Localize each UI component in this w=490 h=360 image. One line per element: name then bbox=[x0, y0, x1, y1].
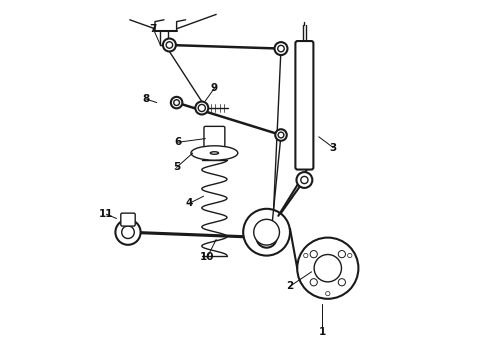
Circle shape bbox=[163, 39, 176, 51]
Circle shape bbox=[297, 238, 358, 299]
Text: 8: 8 bbox=[143, 94, 149, 104]
Circle shape bbox=[174, 100, 179, 105]
Ellipse shape bbox=[210, 152, 219, 154]
Text: 10: 10 bbox=[200, 252, 215, 262]
FancyBboxPatch shape bbox=[121, 213, 135, 226]
Ellipse shape bbox=[191, 146, 238, 160]
Text: 7: 7 bbox=[149, 24, 157, 34]
Circle shape bbox=[171, 97, 182, 108]
Circle shape bbox=[275, 129, 287, 141]
Circle shape bbox=[338, 251, 345, 258]
Circle shape bbox=[116, 220, 141, 245]
Text: 6: 6 bbox=[175, 137, 182, 147]
Circle shape bbox=[314, 255, 342, 282]
Circle shape bbox=[198, 104, 205, 112]
Circle shape bbox=[257, 228, 277, 248]
Circle shape bbox=[304, 253, 308, 258]
Circle shape bbox=[310, 251, 318, 258]
Circle shape bbox=[278, 45, 284, 52]
Circle shape bbox=[196, 102, 208, 114]
Circle shape bbox=[125, 217, 131, 222]
Circle shape bbox=[274, 42, 288, 55]
FancyBboxPatch shape bbox=[204, 126, 225, 147]
Circle shape bbox=[301, 176, 308, 184]
Circle shape bbox=[326, 292, 330, 296]
Text: 4: 4 bbox=[186, 198, 193, 208]
Text: 11: 11 bbox=[99, 209, 114, 219]
Circle shape bbox=[278, 132, 284, 138]
Circle shape bbox=[262, 233, 271, 243]
Text: 9: 9 bbox=[211, 83, 218, 93]
Text: 5: 5 bbox=[173, 162, 180, 172]
Circle shape bbox=[122, 226, 134, 238]
Circle shape bbox=[166, 42, 172, 48]
Circle shape bbox=[296, 172, 312, 188]
Circle shape bbox=[347, 253, 352, 258]
Text: 2: 2 bbox=[286, 281, 294, 291]
Text: 1: 1 bbox=[319, 327, 326, 337]
Circle shape bbox=[243, 209, 290, 256]
Circle shape bbox=[338, 279, 345, 286]
Circle shape bbox=[254, 219, 279, 245]
Circle shape bbox=[310, 279, 318, 286]
Text: 3: 3 bbox=[330, 143, 337, 153]
FancyBboxPatch shape bbox=[295, 41, 314, 170]
